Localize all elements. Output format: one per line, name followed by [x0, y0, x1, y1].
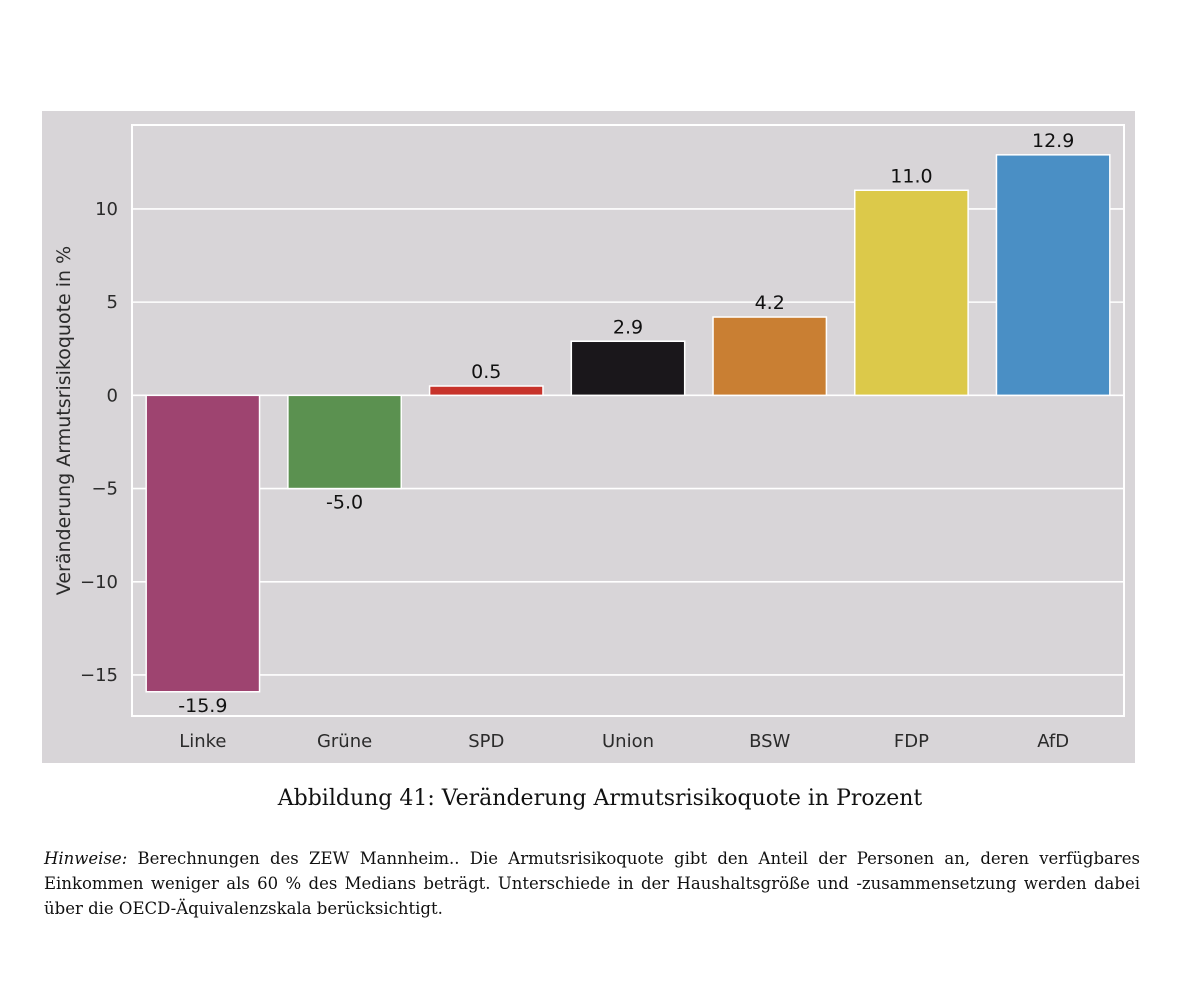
- x-tick-label: SPD: [468, 731, 504, 752]
- y-tick-label: 5: [107, 292, 118, 313]
- figure-caption: Abbildung 41: Veränderung Armutsrisikoqu…: [277, 786, 923, 811]
- x-tick-label: Grüne: [317, 731, 372, 752]
- bar-fdp: [853, 189, 969, 397]
- y-axis-label: Veränderung Armutsrisikoquote in %: [53, 246, 75, 595]
- bar-bsw: [712, 316, 828, 397]
- note-text: Berechnungen des ZEW Mannheim.. Die Armu…: [44, 849, 1140, 918]
- y-tick-label: 0: [107, 385, 118, 406]
- bar-union: [570, 340, 686, 397]
- value-label: 0.5: [471, 361, 501, 383]
- figure-note: Hinweise: Berechnungen des ZEW Mannheim.…: [44, 846, 1140, 921]
- bar-spd: [428, 385, 544, 397]
- figure-panel: 10 5 0 −5 −10 −15 Veränderung Armutsrisikoquot…: [42, 111, 1135, 763]
- bar-afd: [995, 154, 1111, 397]
- x-tick-label: FDP: [894, 731, 929, 752]
- y-tick-label: −5: [91, 479, 118, 500]
- y-tick-label: 10: [95, 199, 118, 220]
- value-label: 12.9: [1032, 130, 1074, 152]
- value-label: 11.0: [890, 165, 932, 187]
- note-label: Hinweise:: [44, 849, 128, 868]
- y-tick-label: −15: [80, 665, 118, 686]
- x-tick-label: Linke: [179, 731, 226, 752]
- plot-frame: [131, 124, 1125, 717]
- value-label: 4.2: [755, 292, 785, 314]
- value-label: 2.9: [613, 316, 643, 338]
- value-label: -15.9: [178, 695, 227, 717]
- y-tick-label: −10: [80, 572, 118, 593]
- bar-linke: [145, 394, 261, 693]
- value-label: -5.0: [326, 492, 363, 514]
- bar-chart: 10 5 0 −5 −10 −15 Veränderung Armutsrisikoquot…: [53, 124, 1125, 752]
- x-tick-label: BSW: [749, 731, 790, 752]
- bar-grüne: [287, 394, 403, 490]
- x-tick-label: AfD: [1037, 731, 1069, 752]
- x-tick-label: Union: [602, 731, 654, 752]
